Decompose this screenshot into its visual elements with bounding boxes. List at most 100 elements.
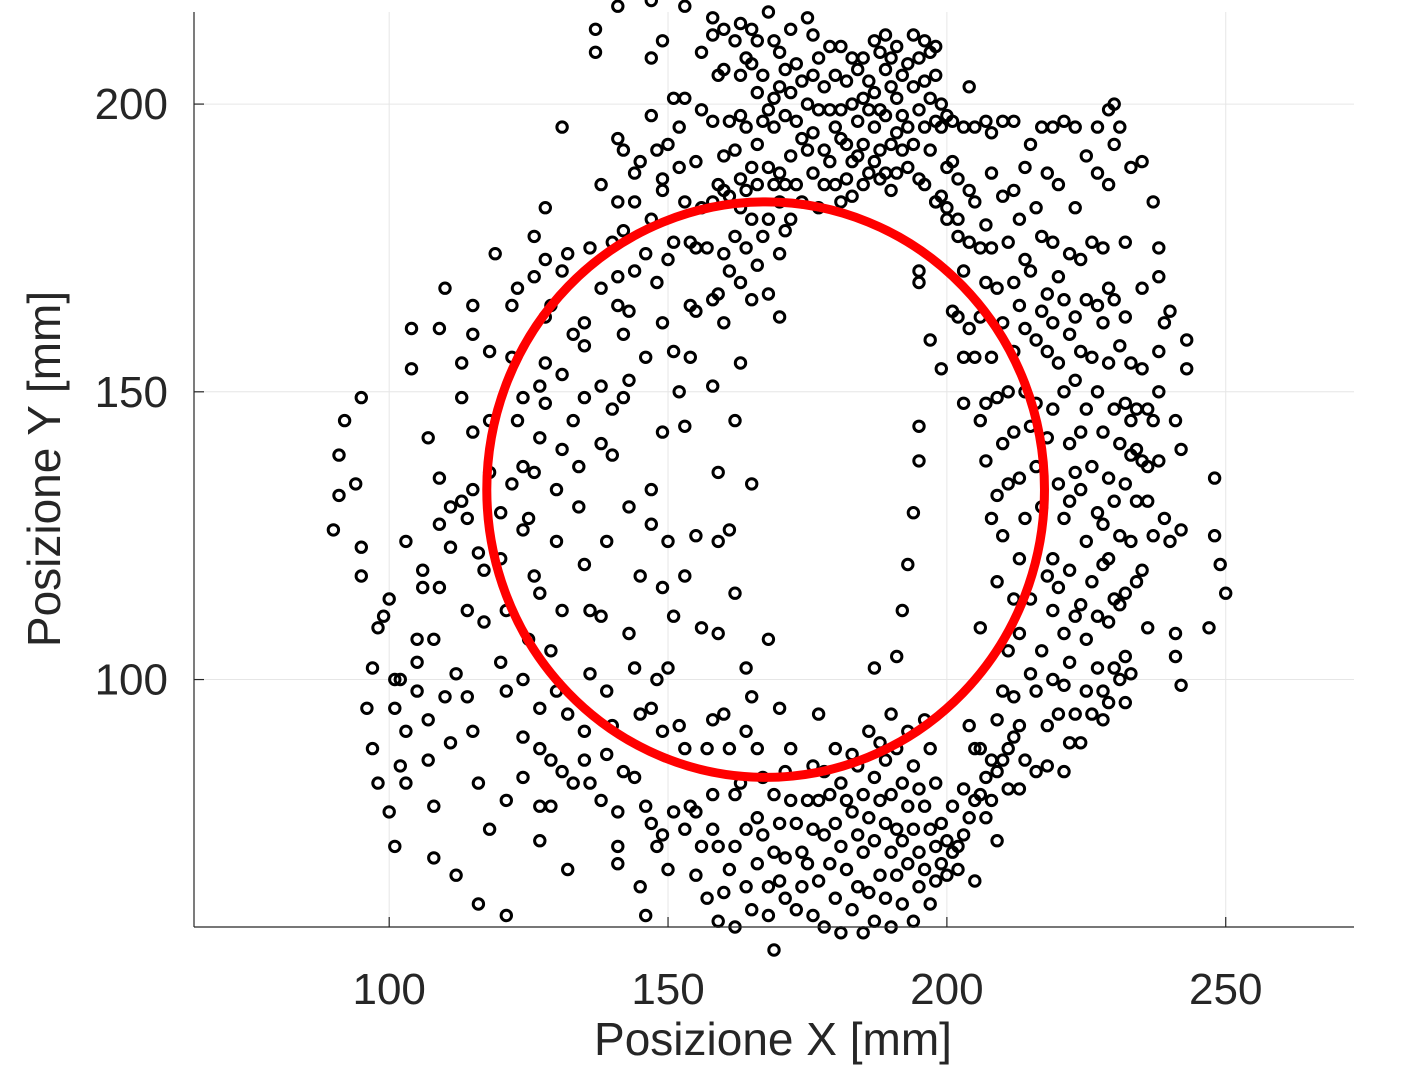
data-point	[784, 212, 798, 226]
data-point	[555, 442, 569, 457]
data-point	[605, 448, 619, 462]
data-point	[639, 247, 653, 261]
data-point	[733, 16, 748, 31]
data-point	[996, 436, 1010, 451]
y-axis-label: Posizione Y [mm]	[18, 291, 70, 647]
data-point	[627, 195, 642, 209]
data-point	[867, 770, 882, 785]
data-point	[337, 413, 352, 428]
data-point	[561, 707, 575, 721]
data-point	[979, 770, 993, 785]
data-point	[934, 816, 948, 831]
data-point	[951, 839, 965, 854]
data-point	[823, 39, 837, 54]
data-point	[1018, 753, 1032, 767]
data-point	[795, 880, 809, 894]
data-point	[873, 868, 887, 882]
data-point	[856, 137, 870, 152]
data-point	[789, 903, 803, 917]
data-point	[867, 661, 882, 675]
data-point	[1057, 626, 1071, 641]
data-point	[873, 45, 887, 59]
data-point	[956, 120, 971, 134]
data-point	[750, 177, 764, 192]
data-point	[784, 85, 798, 100]
data-point	[917, 799, 932, 813]
data-point	[856, 845, 870, 859]
data-point	[867, 834, 882, 848]
data-point	[895, 143, 909, 157]
data-point	[767, 787, 781, 802]
data-point	[761, 212, 776, 226]
data-point	[1046, 552, 1060, 566]
data-point	[862, 724, 876, 738]
data-point	[1107, 137, 1121, 152]
data-point	[633, 569, 647, 583]
x-tick-label: 100	[352, 965, 425, 1014]
data-point	[823, 154, 837, 169]
data-point	[611, 298, 625, 313]
data-point	[1057, 511, 1071, 526]
data-point	[1174, 442, 1188, 457]
data-point	[884, 137, 898, 152]
data-point	[912, 845, 926, 859]
data-point	[1113, 339, 1127, 353]
data-point	[962, 183, 976, 198]
data-point	[650, 275, 664, 290]
data-point	[1062, 494, 1077, 508]
data-point	[811, 51, 826, 65]
data-point	[1096, 517, 1110, 531]
data-point	[678, 195, 692, 209]
data-point	[583, 603, 597, 618]
data-point	[1007, 690, 1021, 704]
data-point	[1090, 166, 1105, 180]
data-point	[890, 868, 904, 882]
data-point	[956, 828, 971, 842]
data-point	[1085, 575, 1099, 589]
data-point	[845, 97, 859, 111]
data-point	[1068, 465, 1082, 480]
data-point	[711, 465, 725, 480]
data-point	[1101, 281, 1116, 295]
data-point	[929, 839, 943, 854]
data-point	[611, 131, 625, 146]
data-point	[1051, 270, 1066, 284]
data-point	[549, 482, 564, 497]
data-point	[410, 655, 424, 669]
data-point	[694, 839, 709, 854]
data-point	[1107, 402, 1121, 416]
data-point	[923, 91, 937, 106]
data-point	[1096, 241, 1110, 255]
data-point	[806, 68, 820, 83]
data-point	[1096, 316, 1110, 330]
data-point	[460, 603, 474, 618]
data-point	[811, 793, 826, 808]
data-point	[934, 97, 948, 111]
data-point	[555, 603, 569, 618]
data-point	[739, 120, 753, 134]
data-point	[650, 143, 664, 157]
data-point	[1124, 413, 1138, 428]
data-point	[739, 724, 753, 738]
data-point	[1090, 120, 1105, 134]
data-point	[929, 776, 943, 790]
data-point	[1146, 195, 1160, 209]
data-point	[1035, 644, 1049, 658]
data-point	[460, 690, 474, 704]
data-point	[622, 304, 636, 318]
data-point	[1129, 402, 1144, 416]
data-point	[477, 615, 491, 629]
data-point	[661, 534, 675, 549]
data-point	[733, 68, 748, 83]
data-point	[739, 822, 753, 836]
data-point	[828, 120, 842, 134]
data-point	[878, 753, 893, 767]
data-point	[806, 166, 820, 180]
data-point	[611, 857, 625, 871]
data-point	[962, 321, 976, 336]
data-point	[616, 764, 631, 779]
data-point	[555, 120, 569, 134]
data-point	[856, 787, 870, 802]
data-point	[689, 529, 703, 543]
data-point	[867, 85, 882, 100]
